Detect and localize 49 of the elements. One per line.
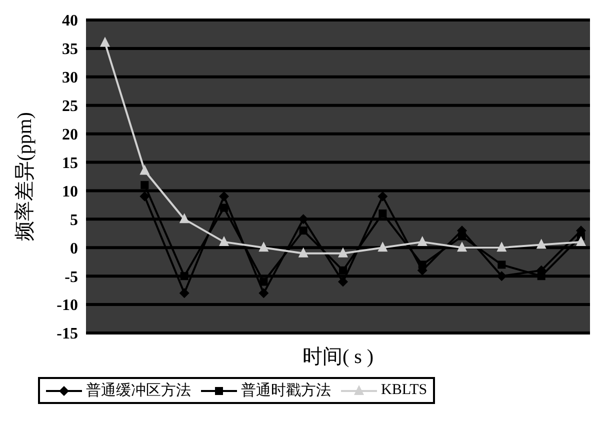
point (339, 266, 347, 274)
point (219, 191, 229, 202)
point (258, 288, 269, 298)
point (179, 213, 190, 224)
point (418, 260, 426, 269)
y-tick-label: 15 (62, 154, 78, 172)
y-tick-label: -10 (56, 297, 78, 314)
point (457, 242, 467, 252)
point (536, 238, 546, 249)
point (219, 236, 229, 246)
y-tick-label: 35 (62, 41, 78, 58)
point (338, 247, 348, 258)
point (258, 242, 269, 252)
y-tick-label: 40 (62, 12, 78, 30)
point (179, 288, 190, 298)
legend-label: KBLTS (381, 382, 428, 399)
point (140, 191, 150, 202)
y-tick-label: 0 (70, 240, 78, 258)
point (576, 236, 586, 246)
point (496, 242, 507, 252)
point (458, 232, 466, 240)
y-tick-label: -5 (64, 268, 78, 286)
point (180, 272, 188, 280)
point (338, 276, 348, 287)
point (298, 214, 308, 224)
y-tick-label: 5 (70, 212, 78, 229)
y-tick-label: 10 (62, 183, 78, 200)
x-axis-title: 时间( s ) (302, 346, 374, 368)
y-tick-label: -15 (56, 326, 78, 343)
point (220, 204, 228, 212)
point (378, 191, 388, 202)
point (496, 271, 507, 282)
point (498, 260, 506, 269)
y-tick-label: 20 (62, 126, 78, 144)
legend-label: 普通缓冲区方法 (86, 381, 191, 400)
y-tick-label: 25 (62, 98, 78, 116)
point (417, 236, 428, 246)
point (260, 278, 268, 286)
point (298, 247, 308, 258)
point (100, 36, 110, 47)
point (378, 242, 388, 252)
y-tick-label: 30 (62, 70, 78, 87)
point (299, 226, 308, 235)
y-axis-title: 频率差异(ppm) (14, 112, 36, 241)
point (140, 164, 150, 175)
point (140, 181, 149, 190)
legend-label: 普通时戳方法 (241, 381, 331, 400)
point (378, 209, 387, 218)
point (537, 272, 546, 280)
